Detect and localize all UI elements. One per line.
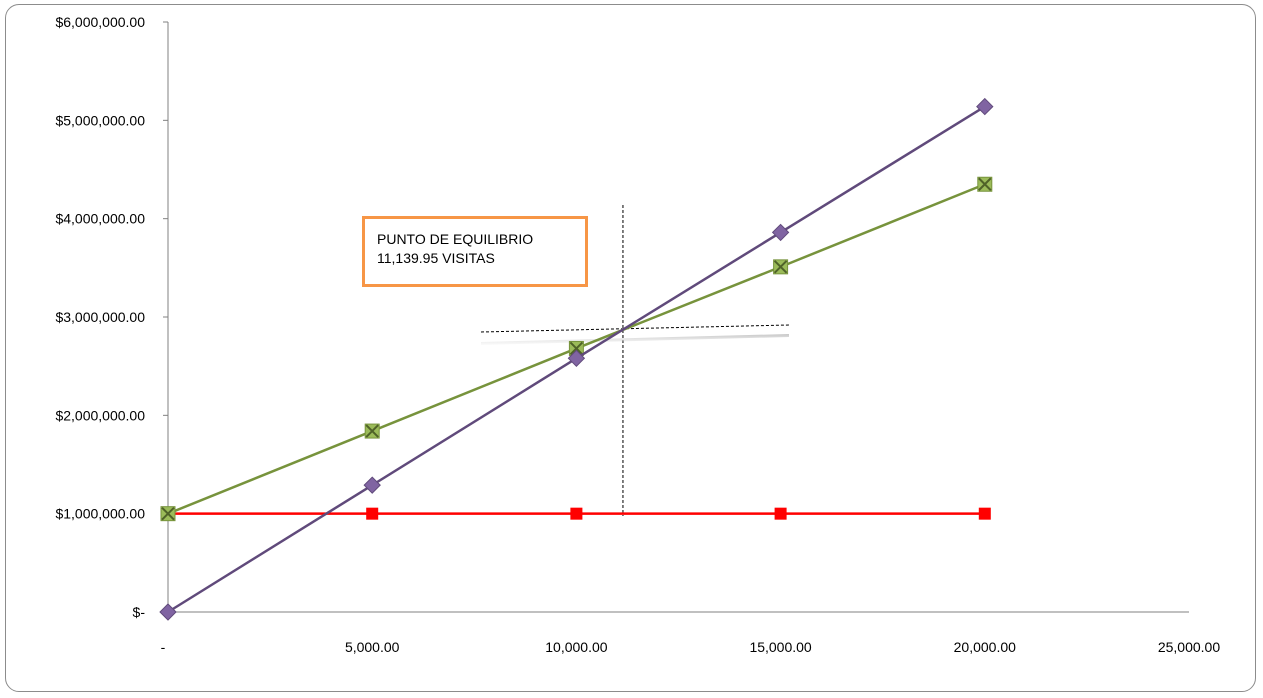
data-point-diamond <box>159 603 177 621</box>
axes: $- $1,000,000.00 $2,000,000.00 $3,000,000.0… <box>55 14 1220 655</box>
x-tick-label: 15,000.00 <box>749 639 811 655</box>
data-point-x-square <box>160 506 176 522</box>
x-tick-label: 5,000.00 <box>345 639 400 655</box>
x-tick-label: 25,000.00 <box>1158 639 1220 655</box>
data-point-square <box>570 507 583 520</box>
data-point-x-square <box>364 423 380 439</box>
y-tick-label: $4,000,000.00 <box>55 211 145 227</box>
marker-cross <box>569 341 584 356</box>
marker-cross <box>773 260 788 274</box>
y-tick-label: $3,000,000.00 <box>55 309 145 325</box>
data-point-diamond <box>771 223 790 242</box>
guide-shadow <box>481 334 789 345</box>
data-point-diamond <box>363 476 381 494</box>
annotation-line-2: 11,139.95 VISITAS <box>377 250 495 266</box>
series-1 <box>162 507 991 520</box>
break-even-horizontal-guide <box>480 324 790 333</box>
marker-cross <box>978 177 992 191</box>
series-3 <box>159 97 994 621</box>
data-point-diamond <box>567 349 586 368</box>
y-tick-label: $1,000,000.00 <box>55 506 145 522</box>
data-point-x-square <box>568 340 584 356</box>
break-even-annotation: PUNTO DE EQUILIBRIO 11,139.95 VISITAS <box>362 216 588 287</box>
data-point-x-square <box>773 259 789 275</box>
y-tick-label: $2,000,000.00 <box>55 407 145 423</box>
x-tick-label: 20,000.00 <box>954 639 1016 655</box>
x-tick-label: - <box>161 639 166 655</box>
marker-cross <box>161 506 175 521</box>
y-tick-label: $5,000,000.00 <box>55 112 145 128</box>
data-point-diamond <box>976 97 994 116</box>
series-2 <box>160 176 993 522</box>
data-point-square <box>774 507 787 520</box>
data-point-square <box>366 507 379 520</box>
x-tick-label: 10,000.00 <box>545 639 607 655</box>
y-tick-label: $- <box>133 604 146 620</box>
data-point-square <box>978 507 991 520</box>
series-layer <box>159 97 994 621</box>
break-even-guides <box>480 205 790 516</box>
y-tick-label: $6,000,000.00 <box>55 14 145 30</box>
annotation-line-1: PUNTO DE EQUILIBRIO <box>377 231 534 247</box>
data-point-x-square <box>977 176 993 192</box>
chart-frame <box>5 4 1256 692</box>
marker-cross <box>365 424 379 438</box>
